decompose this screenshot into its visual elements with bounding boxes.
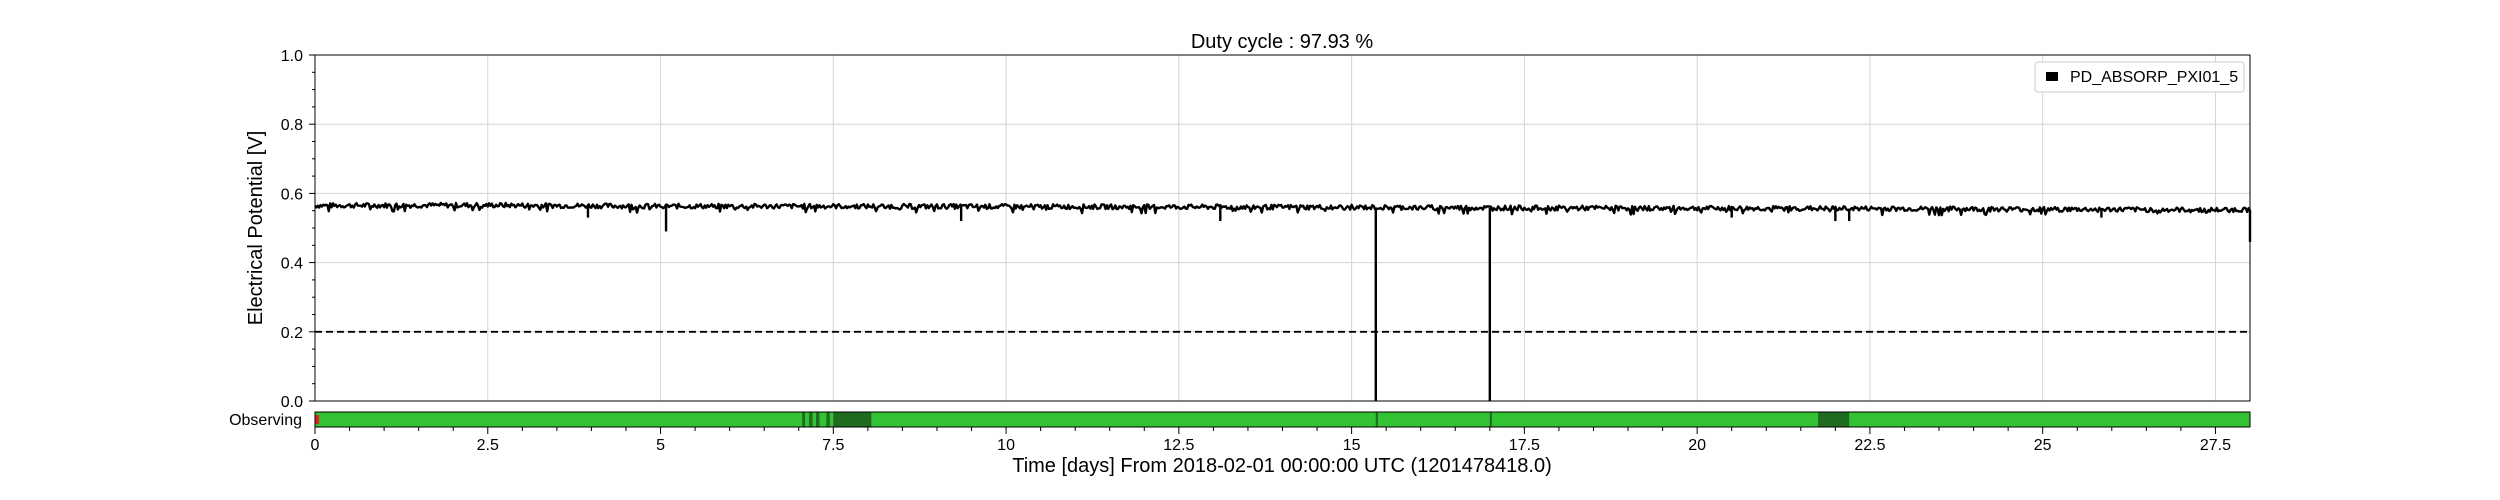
legend-box [2034, 61, 2245, 93]
series-line [314, 201, 2251, 217]
y-axis-label: Electrical Potential [V] [245, 131, 267, 326]
x-tick-label: 25 [2034, 437, 2052, 454]
x-tick-label: 17.5 [1509, 437, 1540, 454]
segment-bar-base [315, 412, 2250, 427]
x-tick-label: 20 [1688, 437, 1706, 454]
segment-bar-gap [1818, 412, 1850, 427]
y-tick-label: 0.6 [281, 186, 303, 203]
y-axis: 0.0 0.2 0.4 0.6 0.8 1.0 [281, 48, 315, 411]
x-axis: 0 2.5 5 7.5 10 12.5 15 17.5 20 22.5 25 27.5 [311, 427, 2231, 454]
segment-bar-gap [802, 412, 805, 427]
observing-segment-bar [314, 411, 2251, 428]
segment-bar-gap [816, 412, 820, 427]
x-tick-label: 12.5 [1163, 437, 1194, 454]
x-tick-label: 27.5 [2200, 437, 2231, 454]
segment-bar-gap [826, 412, 830, 427]
segment-bar-gap [809, 412, 813, 427]
y-tick-label: 0.2 [281, 325, 303, 342]
segment-bar-gap [1375, 412, 1378, 427]
x-tick-label: 22.5 [1854, 437, 1885, 454]
legend-swatch [2046, 72, 2058, 81]
legend: PD_ABSORP_PXI01_5 [2034, 61, 2245, 93]
segment-bar-gap [833, 412, 872, 427]
x-tick-label: 15 [1343, 437, 1361, 454]
y-tick-label: 0.8 [281, 117, 303, 134]
chart-title: Duty cycle : 97.93 % [1191, 31, 1374, 53]
x-tick-label: 0 [311, 437, 320, 454]
x-tick-label: 5 [656, 437, 665, 454]
series-layer [314, 201, 2252, 401]
legend-label: PD_ABSORP_PXI01_5 [2070, 69, 2238, 86]
segment-bar-gap [1489, 412, 1492, 427]
grid [314, 54, 2250, 402]
x-tick-label: 10 [997, 437, 1015, 454]
x-axis-label: Time [days] From 2018-02-01 00:00:00 UTC… [1012, 455, 1552, 477]
segment-bar-label: Observing [229, 412, 302, 429]
y-tick-label: 0.4 [281, 256, 303, 273]
segment-bar-start-marker [315, 415, 319, 424]
x-tick-label: 7.5 [822, 437, 844, 454]
x-tick-label: 2.5 [477, 437, 499, 454]
plot-frame [314, 54, 2251, 402]
y-tick-label: 0.0 [281, 394, 303, 411]
y-tick-label: 1.0 [281, 48, 303, 65]
